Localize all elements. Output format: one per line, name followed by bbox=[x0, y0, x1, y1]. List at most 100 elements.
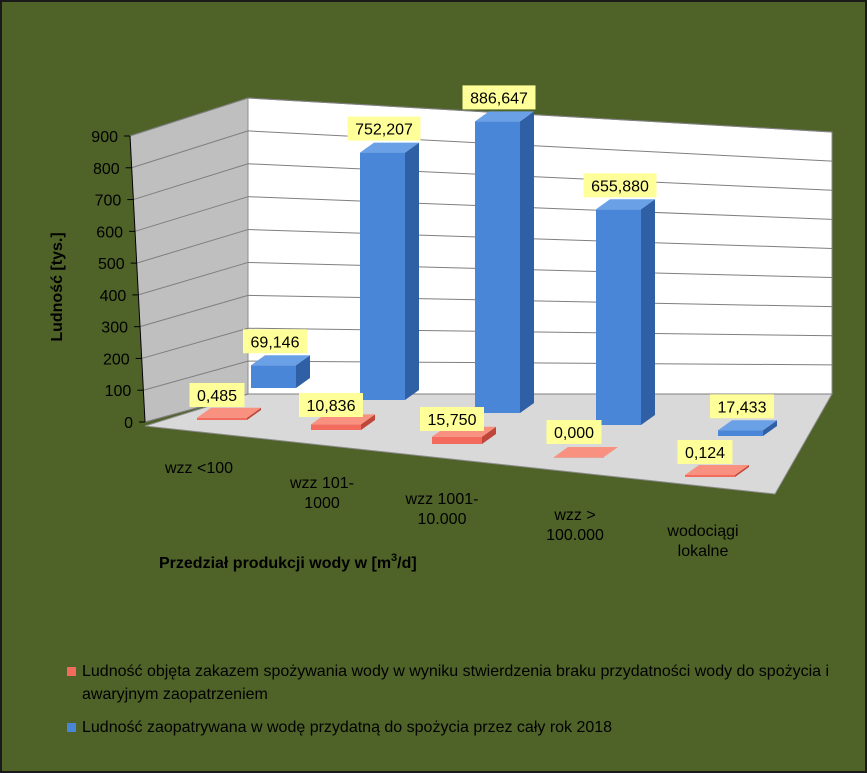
data-label-bg bbox=[243, 329, 307, 354]
bar-side bbox=[520, 111, 534, 414]
data-label-text: 886,647 bbox=[470, 90, 528, 107]
back-gridline bbox=[247, 360, 833, 366]
bar-top bbox=[360, 142, 419, 153]
data-label-bg bbox=[462, 85, 536, 110]
data-label-text: 17,433 bbox=[718, 399, 767, 416]
bar-top bbox=[475, 111, 534, 122]
bar-top bbox=[251, 355, 310, 366]
side-gridline bbox=[136, 229, 249, 264]
back-gridline bbox=[247, 196, 833, 220]
bar-top bbox=[554, 447, 618, 457]
back-gridline bbox=[247, 294, 833, 308]
bar-side bbox=[361, 414, 375, 430]
legend: Ludność objęta zakazem spożywania wody w… bbox=[65, 660, 835, 749]
data-label-text: 0,000 bbox=[554, 425, 594, 442]
legend-swatch-blue bbox=[67, 723, 76, 732]
data-label-text: 69,146 bbox=[251, 334, 300, 351]
y-tick-label: 200 bbox=[103, 351, 130, 368]
bar-front bbox=[718, 430, 763, 436]
y-tick-label: 300 bbox=[101, 320, 128, 337]
data-label-text: 752,207 bbox=[355, 122, 413, 139]
data-label-bg bbox=[299, 393, 363, 417]
y-axis-label: Ludność [tys.] bbox=[49, 232, 66, 341]
back-gridline bbox=[247, 97, 833, 133]
y-tick-label: 800 bbox=[93, 161, 120, 178]
side-gridline bbox=[138, 261, 249, 296]
data-label-text: 655,880 bbox=[591, 178, 649, 195]
side-gridline bbox=[141, 327, 249, 359]
back-gridline bbox=[247, 327, 833, 337]
data-label-bg bbox=[347, 116, 421, 141]
x-category-label: wzz 1001-10.000 bbox=[405, 491, 479, 528]
x-axis-label: Przedział produkcji wody w [m3/d] bbox=[159, 552, 417, 572]
x-category-label: wzz 101-1000 bbox=[289, 475, 354, 512]
bar-front bbox=[360, 152, 405, 400]
y-tick-label: 500 bbox=[98, 256, 125, 273]
data-label-blue: 655,880 bbox=[583, 173, 657, 198]
legend-label-blue: Ludność zaopatrywana w wodę przydatną do… bbox=[82, 719, 613, 736]
data-label-red: 0,000 bbox=[546, 420, 602, 444]
bar-front bbox=[251, 365, 296, 388]
legend-entry-red: Ludność objęta zakazem spożywania wody w… bbox=[65, 660, 835, 706]
data-label-text: 0,124 bbox=[685, 445, 725, 462]
side-gridline bbox=[139, 294, 249, 328]
y-tick-label: 700 bbox=[95, 193, 122, 210]
bar-top bbox=[197, 407, 261, 418]
bar-front bbox=[197, 417, 247, 420]
data-labels: 69,146 752,207 886,647 655,880 17,433 0,485 10… bbox=[189, 85, 774, 464]
x-category-label: wzz >100.000 bbox=[546, 507, 604, 544]
data-label-blue: 752,207 bbox=[347, 116, 421, 141]
side-gridline bbox=[131, 130, 249, 169]
data-label-blue: 69,146 bbox=[243, 329, 307, 354]
bar-side bbox=[296, 355, 310, 388]
bar-side bbox=[405, 142, 419, 400]
y-tick-label: 900 bbox=[91, 129, 118, 146]
side-gridline bbox=[133, 163, 249, 201]
data-label-blue: 17,433 bbox=[710, 394, 774, 419]
chart-bars bbox=[197, 111, 777, 477]
data-label-bg bbox=[710, 394, 774, 419]
back-gridline bbox=[247, 130, 833, 162]
side-gridline bbox=[143, 360, 249, 391]
bar-top bbox=[596, 199, 655, 210]
back-gridline bbox=[247, 163, 833, 191]
bar-side bbox=[735, 465, 749, 477]
data-label-text: 15,750 bbox=[428, 412, 477, 429]
data-label-text: 10,836 bbox=[307, 398, 356, 415]
data-label-bg bbox=[420, 407, 484, 431]
x-category-label: wodociągi lokalne bbox=[666, 523, 738, 560]
legend-label-red: Ludność objęta zakazem spożywania wody w… bbox=[82, 663, 830, 703]
legend-swatch-red bbox=[67, 667, 76, 676]
bar-front bbox=[432, 436, 482, 444]
data-label-red: 10,836 bbox=[299, 393, 363, 417]
bar-top bbox=[685, 465, 749, 475]
bar-front bbox=[475, 121, 520, 413]
bar-front bbox=[596, 209, 641, 425]
side-gridline bbox=[129, 97, 249, 137]
bar-front bbox=[685, 474, 735, 477]
bar-side bbox=[763, 420, 777, 436]
data-label-bg bbox=[546, 420, 602, 444]
x-category-label: wzz <100 bbox=[164, 460, 233, 477]
side-gridline bbox=[134, 196, 249, 232]
bar-top bbox=[718, 420, 777, 431]
data-label-blue: 886,647 bbox=[462, 85, 536, 110]
data-label-bg bbox=[189, 383, 245, 407]
y-tick-label: 400 bbox=[100, 288, 127, 305]
data-label-red: 15,750 bbox=[420, 407, 484, 431]
bar-red bbox=[554, 447, 618, 458]
bar-side bbox=[247, 407, 261, 420]
data-label-text: 0,485 bbox=[197, 388, 237, 405]
y-axis-line bbox=[129, 135, 146, 423]
bar-front bbox=[311, 424, 361, 430]
y-tick-label: 100 bbox=[105, 383, 132, 400]
bar-red bbox=[197, 407, 261, 420]
y-tick-label: 0 bbox=[124, 415, 133, 432]
bar-side bbox=[482, 426, 496, 444]
bar-front bbox=[554, 457, 604, 458]
data-label-red: 0,124 bbox=[677, 440, 733, 464]
data-label-red: 0,485 bbox=[189, 383, 245, 407]
bar-blue bbox=[360, 142, 419, 400]
